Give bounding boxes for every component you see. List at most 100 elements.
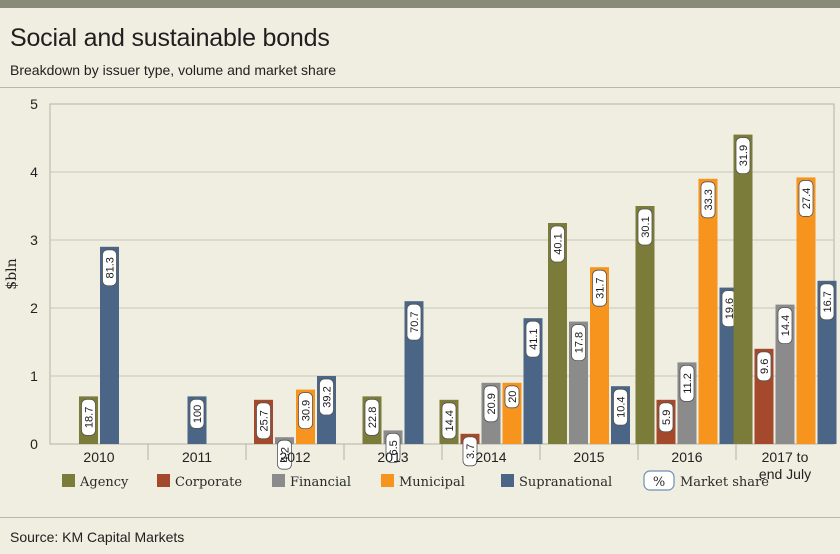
market-share-pill: [277, 439, 292, 470]
data-label: 11.2: [682, 373, 694, 394]
data-label: 100: [192, 405, 204, 423]
bar-supranational: [817, 280, 837, 444]
legend-swatch-municipal: [381, 474, 394, 487]
legend-label-agency: Agency: [79, 475, 129, 490]
chart-title: Social and sustainable bonds: [10, 24, 330, 52]
legend-label-municipal: Municipal: [399, 475, 465, 490]
data-label: 33.3: [703, 189, 715, 210]
data-label: 5.9: [661, 410, 673, 425]
y-tick-label: 5: [30, 96, 38, 112]
market-share-pill: [798, 180, 814, 217]
y-tick-label: 3: [30, 232, 38, 248]
legend-market-share-symbol: %: [653, 475, 665, 490]
legend-label-financial: Financial: [290, 475, 351, 490]
market-share-pill: [550, 225, 565, 263]
market-share-pill: [462, 436, 478, 467]
bar-municipal: [796, 177, 816, 444]
data-label: 16.7: [822, 291, 834, 312]
y-tick-label: 1: [30, 368, 38, 384]
market-share-pill: [525, 320, 541, 358]
data-label: 18.7: [84, 407, 96, 428]
market-share-pill: [819, 283, 835, 321]
legend-label-supranational: Supranational: [519, 475, 612, 490]
market-share-pill: [700, 181, 716, 219]
market-share-pill: [504, 385, 520, 409]
data-label: 14.4: [780, 315, 792, 336]
bar-supranational: [100, 246, 119, 444]
market-share-pill: [658, 402, 674, 433]
market-share-pill: [483, 385, 499, 423]
chart-subtitle: Breakdown by issuer type, volume and mar…: [10, 62, 337, 78]
market-share-pill: [441, 402, 457, 440]
y-axis-label: $bln: [4, 258, 20, 289]
y-tick-label: 2: [30, 300, 38, 316]
x-tick-label: 2012: [279, 449, 310, 465]
data-label: 3.7: [465, 444, 477, 459]
bar-municipal: [590, 267, 609, 444]
data-label: 17.8: [574, 332, 586, 353]
data-label: 25.7: [259, 410, 271, 431]
data-label: 39.2: [322, 386, 334, 407]
legend-label-corporate: Corporate: [175, 475, 242, 490]
data-label: 9.6: [759, 359, 771, 374]
legend-swatch-agency: [62, 474, 75, 487]
market-share-pill: [637, 208, 653, 246]
data-label: 14.4: [444, 410, 456, 431]
legend-swatch-corporate: [157, 474, 170, 487]
plot-area: 0 1 2 3 4 5 $bln 18.7 81.3 2010 100 2011 25.7 4.2 30.9…: [4, 96, 837, 482]
data-label: 20.9: [486, 393, 498, 414]
data-label: 31.9: [738, 145, 750, 166]
legend-market-share-pill: [643, 470, 675, 491]
x-tick-label: 2014: [475, 449, 506, 465]
source-note: Source: KM Capital Markets: [10, 529, 185, 545]
data-label: 31.7: [595, 277, 607, 298]
data-label: 81.3: [105, 257, 117, 278]
market-share-pill: [256, 402, 271, 440]
bar-agency: [733, 134, 753, 444]
x-tick-label: 2016: [671, 449, 702, 465]
market-share-pill: [613, 388, 628, 426]
market-share-pill: [189, 398, 205, 429]
data-label: 30.9: [301, 400, 313, 421]
x-tick-label: 2013: [377, 449, 408, 465]
bar-agency: [635, 206, 655, 444]
bar-agency: [548, 223, 567, 444]
data-label: 40.1: [553, 233, 565, 254]
legend-market-share-label: Market share: [680, 475, 769, 490]
market-share-pill: [592, 269, 607, 307]
x-tick-label: 2017 to: [762, 449, 809, 465]
market-share-pill: [81, 398, 96, 436]
market-share-pill: [102, 249, 117, 287]
data-label: 6.5: [388, 440, 400, 455]
footer-divider: [0, 517, 840, 518]
market-share-pill: [364, 398, 380, 436]
market-share-pill: [571, 324, 586, 362]
legend-swatch-financial: [272, 474, 285, 487]
data-label: 20: [507, 391, 519, 403]
bar-municipal: [698, 178, 718, 445]
market-share-pill: [298, 392, 313, 430]
x-tick-label: 2010: [83, 449, 114, 465]
data-label: 70.7: [409, 311, 421, 332]
x-tick-label: end July: [759, 466, 811, 482]
data-label: 19.6: [724, 298, 736, 319]
data-label: 4.2: [280, 447, 292, 462]
market-share-pill: [756, 351, 772, 382]
data-label: 22.8: [367, 407, 379, 428]
data-label: 41.1: [528, 328, 540, 349]
data-label: 27.4: [801, 188, 813, 209]
legend-swatch-supranational: [501, 474, 514, 487]
market-share-pill: [385, 432, 401, 463]
x-tick-label: 2011: [182, 449, 212, 465]
data-label: 30.1: [640, 216, 652, 237]
y-tick-label: 0: [30, 436, 38, 452]
y-tick-label: 4: [30, 164, 38, 180]
top-rule: [0, 0, 840, 8]
market-share-pill: [735, 137, 751, 174]
x-tick-label: 2015: [573, 449, 604, 465]
market-share-pill: [679, 364, 695, 402]
header-divider: [0, 87, 840, 88]
bar-chart: 0 1 2 3 4 5 $bln 18.7 81.3 2010 100 2011 25.7 4.2 30.9…: [4, 96, 837, 491]
market-share-pill: [777, 307, 793, 345]
market-share-pill: [319, 378, 334, 416]
